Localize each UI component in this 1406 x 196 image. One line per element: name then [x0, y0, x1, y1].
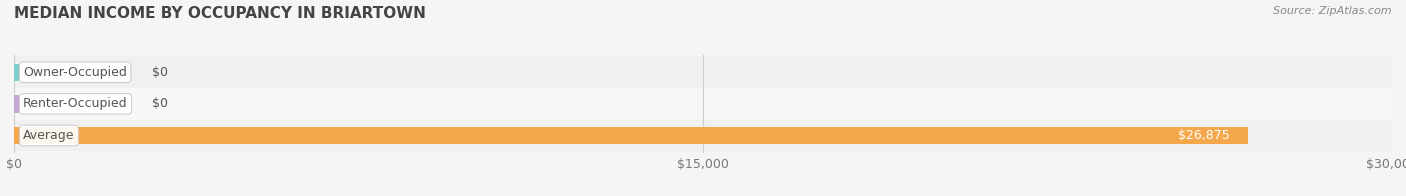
Text: Average: Average: [24, 129, 75, 142]
Bar: [14, 56, 1392, 88]
Text: Owner-Occupied: Owner-Occupied: [24, 66, 127, 79]
Bar: [14, 64, 18, 81]
Text: MEDIAN INCOME BY OCCUPANCY IN BRIARTOWN: MEDIAN INCOME BY OCCUPANCY IN BRIARTOWN: [14, 6, 426, 21]
Bar: [14, 95, 18, 113]
Text: $0: $0: [152, 97, 167, 110]
Text: $0: $0: [152, 66, 167, 79]
Bar: [14, 88, 1392, 120]
Text: Renter-Occupied: Renter-Occupied: [24, 97, 128, 110]
Bar: [14, 120, 1392, 151]
Bar: [14, 127, 1249, 144]
Text: Source: ZipAtlas.com: Source: ZipAtlas.com: [1274, 6, 1392, 16]
Text: $26,875: $26,875: [1178, 129, 1230, 142]
